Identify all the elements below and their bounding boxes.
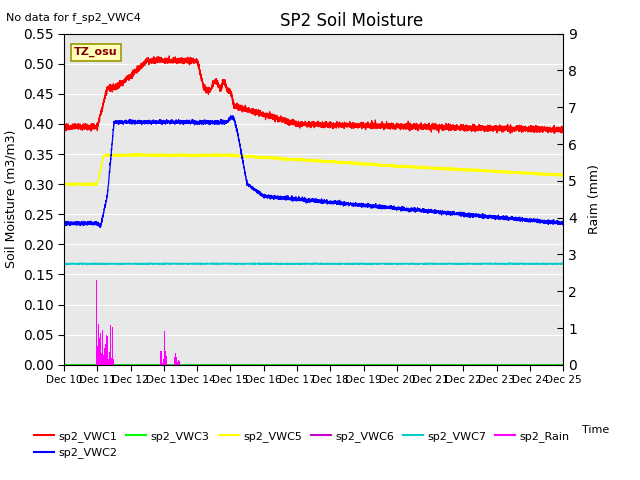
sp2_VWC5 [360, 161, 367, 167]
Line: sp2_VWC7: sp2_VWC7 [64, 263, 563, 264]
sp2_VWC5 [60, 181, 68, 187]
sp2_VWC6 [385, 362, 392, 368]
sp2_VWC6 [433, 362, 440, 368]
sp2_VWC5 [385, 163, 393, 168]
sp2_VWC2 [151, 119, 159, 125]
sp2_VWC6 [470, 362, 478, 368]
sp2_VWC3 [559, 362, 567, 368]
sp2_VWC5 [559, 172, 567, 178]
sp2_VWC1 [550, 131, 558, 136]
sp2_VWC5 [471, 168, 479, 174]
sp2_VWC1 [151, 56, 159, 62]
sp2_VWC2 [433, 208, 440, 214]
Text: TZ_osu: TZ_osu [74, 47, 118, 58]
sp2_VWC6 [151, 362, 159, 368]
sp2_VWC5 [209, 150, 216, 156]
Line: sp2_VWC1: sp2_VWC1 [64, 56, 563, 133]
sp2_VWC1 [470, 123, 478, 129]
sp2_VWC1 [251, 112, 259, 118]
Text: No data for f_sp2_VWC4: No data for f_sp2_VWC4 [6, 12, 141, 23]
Text: Time: Time [582, 425, 610, 435]
Text: SP2 Soil Moisture: SP2 Soil Moisture [280, 12, 424, 30]
sp2_VWC6 [559, 362, 567, 368]
sp2_VWC2 [60, 220, 68, 226]
sp2_VWC6 [360, 362, 367, 368]
sp2_VWC1 [360, 123, 367, 129]
sp2_VWC3 [151, 362, 159, 368]
sp2_VWC3 [433, 362, 440, 368]
sp2_VWC7 [60, 260, 68, 266]
Legend: sp2_VWC1, sp2_VWC2, sp2_VWC3, sp2_VWC5, sp2_VWC6, sp2_VWC7, sp2_Rain: sp2_VWC1, sp2_VWC2, sp2_VWC3, sp2_VWC5, … [29, 427, 574, 463]
sp2_VWC5 [251, 153, 259, 159]
sp2_VWC7 [196, 260, 204, 266]
sp2_VWC7 [559, 261, 567, 266]
sp2_VWC7 [385, 261, 392, 266]
sp2_VWC7 [471, 261, 479, 266]
sp2_VWC2 [471, 213, 479, 219]
sp2_VWC7 [251, 261, 259, 266]
sp2_VWC3 [360, 362, 367, 368]
sp2_VWC1 [433, 124, 440, 130]
sp2_VWC2 [227, 113, 234, 119]
sp2_VWC7 [433, 261, 440, 266]
Line: sp2_VWC5: sp2_VWC5 [64, 153, 563, 186]
sp2_VWC5 [151, 153, 159, 159]
Y-axis label: Soil Moisture (m3/m3): Soil Moisture (m3/m3) [4, 130, 17, 268]
sp2_VWC2 [385, 204, 393, 210]
Y-axis label: Raim (mm): Raim (mm) [588, 164, 601, 234]
sp2_VWC1 [165, 53, 173, 59]
sp2_VWC3 [385, 362, 392, 368]
sp2_VWC2 [360, 202, 367, 207]
sp2_VWC7 [151, 261, 159, 266]
sp2_VWC2 [251, 187, 259, 193]
sp2_VWC3 [251, 362, 259, 368]
sp2_VWC1 [60, 121, 68, 127]
sp2_VWC5 [63, 183, 70, 189]
sp2_VWC7 [360, 261, 367, 266]
Line: sp2_VWC2: sp2_VWC2 [64, 116, 563, 227]
sp2_VWC5 [433, 165, 440, 171]
sp2_VWC1 [385, 123, 392, 129]
sp2_VWC2 [96, 224, 104, 230]
sp2_VWC2 [559, 219, 567, 225]
sp2_VWC3 [60, 362, 68, 368]
sp2_VWC6 [60, 362, 68, 368]
sp2_VWC3 [470, 362, 478, 368]
sp2_VWC6 [251, 362, 259, 368]
sp2_VWC7 [470, 262, 478, 267]
sp2_VWC1 [559, 126, 567, 132]
